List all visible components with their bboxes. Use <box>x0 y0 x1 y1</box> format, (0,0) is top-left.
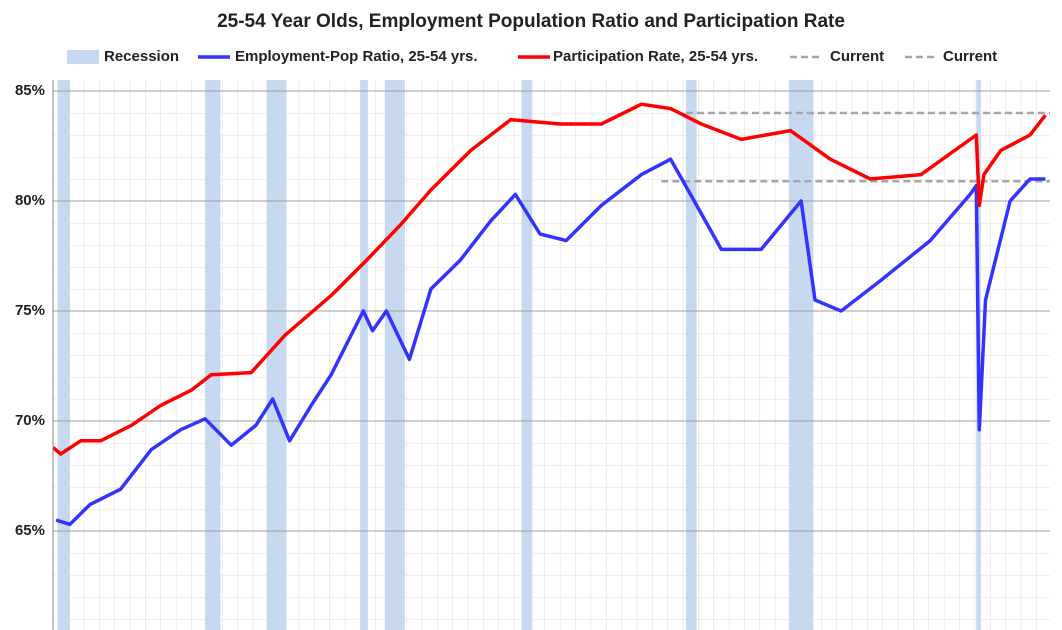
legend-label: Current <box>943 48 997 65</box>
chart-title: 25-54 Year Olds, Employment Population R… <box>217 11 845 32</box>
y-tick-label: 85% <box>15 82 45 99</box>
recession-band <box>521 80 533 630</box>
recession-band <box>685 80 697 630</box>
recession-band <box>57 80 70 630</box>
legend-label: Recession <box>104 48 179 65</box>
legend-label: Employment-Pop Ratio, 25-54 yrs. <box>235 48 478 65</box>
legend: Recession Employment-Pop Ratio, 25-54 yrs… <box>67 48 997 65</box>
legend-label: Current <box>830 48 884 65</box>
recession-band <box>384 80 405 630</box>
legend-label: Participation Rate, 25-54 yrs. <box>553 48 758 65</box>
y-tick-label: 65% <box>15 522 45 539</box>
series-line <box>53 102 1047 456</box>
recession-band <box>360 80 368 630</box>
y-tick-label: 70% <box>15 412 45 429</box>
y-tick-label: 75% <box>15 302 45 319</box>
recession-band <box>266 80 287 630</box>
legend-swatch <box>67 50 99 64</box>
plot-area <box>53 80 1050 630</box>
minor-grid <box>53 80 1050 630</box>
recession-band <box>788 80 814 630</box>
series-line <box>55 157 1046 527</box>
y-tick-label: 80% <box>15 192 45 209</box>
recession-band <box>205 80 221 630</box>
